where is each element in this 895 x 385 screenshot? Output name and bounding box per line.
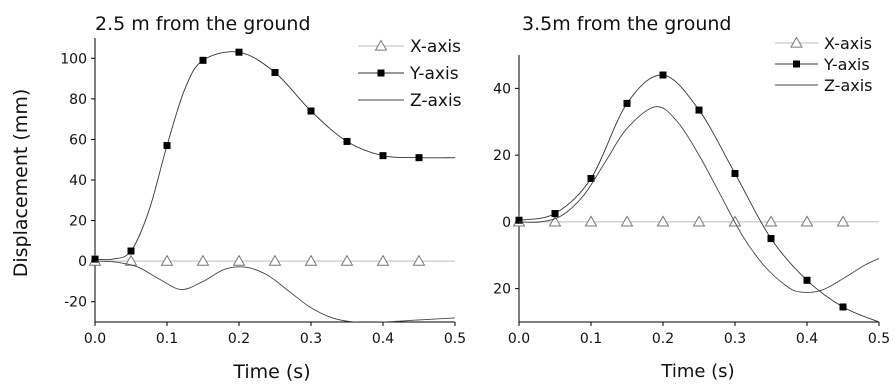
chart-left-y-tick-label: 20 bbox=[69, 214, 87, 230]
chart-right-series-x-axis-point bbox=[656, 215, 670, 227]
chart-right-x-tick-label: 0.1 bbox=[580, 331, 602, 347]
chart-right: 3.5m from the ground Time (s) 0.0 0.1 0.2 0… bbox=[493, 13, 890, 382]
chart-left-x-tick-label: 0.4 bbox=[372, 331, 394, 347]
chart-left-series-x-axis-point bbox=[232, 254, 246, 266]
chart-right-series-x-axis-point bbox=[800, 215, 814, 227]
chart-right-plot-area: 0.0 0.1 0.2 0.3 0.4 0.5 20 0 20 40 bbox=[493, 55, 890, 347]
chart-left-x-axis-label: Time (s) bbox=[232, 361, 310, 383]
chart-right-series-x-axis-point bbox=[548, 215, 562, 227]
chart-left-series-x-axis-point bbox=[340, 254, 354, 266]
chart-left-x-tick-label: 0.1 bbox=[156, 331, 178, 347]
chart-left-series-y-axis-point bbox=[235, 48, 243, 56]
chart-right-series-y-axis-point bbox=[515, 216, 523, 224]
chart-right-series-y-axis-point bbox=[839, 303, 847, 311]
chart-right-series-x-axis-point bbox=[584, 215, 598, 227]
chart-left-series-x-axis-point bbox=[160, 254, 174, 266]
chart-left-y-tick-label: 100 bbox=[60, 51, 87, 67]
chart-left-y-tick-label: -20 bbox=[64, 295, 87, 311]
chart-right-series-x-axis-point bbox=[836, 215, 850, 227]
chart-right-x-tick-label: 0.5 bbox=[868, 331, 890, 347]
chart-left-x-tick-label: 0.3 bbox=[300, 331, 322, 347]
chart-left-series-y-axis-point bbox=[199, 56, 207, 64]
chart-left-y-tick-label: 80 bbox=[69, 92, 87, 108]
chart-left-x-tick-label: 0.2 bbox=[228, 331, 250, 347]
chart-right-series-y-axis-point bbox=[731, 169, 739, 177]
chart-left-y-tick-label: 60 bbox=[69, 132, 87, 148]
chart-right-series-y-axis-point bbox=[587, 174, 595, 182]
chart-left-series-y-axis-point bbox=[379, 152, 387, 160]
chart-left-plot-area: 0.0 0.1 0.2 0.3 0.4 0.5 -20 0 20 40 60 80 100 bbox=[60, 38, 466, 347]
chart-right-x-tick-label: 0.2 bbox=[652, 331, 674, 347]
chart-right-legend-marker-x-axis bbox=[790, 36, 803, 48]
chart-left-y-tick-label: 0 bbox=[78, 254, 87, 270]
chart-left-legend-label-y-axis: Y-axis bbox=[409, 64, 459, 84]
chart-right-series-y-axis-point bbox=[551, 210, 559, 218]
chart-right-legend: X-axis Y-axis Z-axis bbox=[775, 34, 873, 95]
chart-left-series-x-axis-point bbox=[412, 254, 426, 266]
chart-right-x-tick-label: 0.3 bbox=[724, 331, 746, 347]
chart-right-series-y-axis-point bbox=[767, 235, 775, 243]
chart-right-y-tick-label: 20 bbox=[493, 148, 511, 164]
chart-left-series-y-axis-line bbox=[95, 51, 456, 261]
chart-right-y-tick-label: 20 bbox=[493, 282, 511, 298]
chart-left-series-y-axis-point bbox=[307, 107, 315, 115]
chart-right-legend-label-y-axis: Y-axis bbox=[823, 55, 870, 74]
chart-right-x-tick-label: 0.0 bbox=[508, 331, 530, 347]
chart-right-series-x-axis-point bbox=[728, 215, 742, 227]
chart-left-series-y-axis-point bbox=[271, 68, 279, 76]
chart-left-series-x-axis-point bbox=[268, 254, 282, 266]
chart-right-x-axis-label: Time (s) bbox=[660, 361, 734, 382]
chart-left-series-y-axis-point bbox=[415, 154, 423, 162]
chart-left-series-y-axis-point bbox=[343, 137, 351, 145]
chart-right-series-y-axis-point bbox=[623, 99, 631, 107]
chart-right-y-tick-label: 40 bbox=[493, 81, 511, 97]
chart-right-x-tick-label: 0.4 bbox=[796, 331, 818, 347]
chart-left-legend-label-z-axis: Z-axis bbox=[410, 91, 462, 111]
chart-right-title: 3.5m from the ground bbox=[522, 13, 731, 35]
chart-left-legend-marker-y-axis bbox=[377, 69, 385, 77]
chart-left-legend-marker-x-axis bbox=[374, 39, 388, 51]
chart-left-series-x-axis-point bbox=[196, 254, 210, 266]
chart-left-y-axis-label: Displacement (mm) bbox=[10, 89, 32, 278]
chart-left-y-tick-label: 40 bbox=[69, 173, 87, 189]
chart-left-legend: X-axis Y-axis Z-axis bbox=[358, 37, 462, 111]
chart-right-legend-label-x-axis: X-axis bbox=[824, 34, 872, 53]
chart-right-series-y-axis-point bbox=[803, 276, 811, 284]
chart-left-series-y-axis-point bbox=[127, 247, 135, 255]
chart-left-series-x-axis-point bbox=[376, 254, 390, 266]
chart-right-y-tick-label: 0 bbox=[502, 215, 511, 231]
chart-left: 2.5 m from the ground Displacement (mm) … bbox=[10, 13, 466, 383]
chart-right-series-x-axis-point bbox=[620, 215, 634, 227]
chart-left-series-z-axis-line bbox=[95, 260, 456, 322]
chart-left-x-tick-label: 0.5 bbox=[444, 331, 466, 347]
chart-left-series-x-axis-point bbox=[304, 254, 318, 266]
chart-left-title: 2.5 m from the ground bbox=[95, 13, 311, 35]
chart-left-legend-label-x-axis: X-axis bbox=[410, 37, 461, 57]
chart-right-series-y-axis-point bbox=[695, 106, 703, 114]
chart-right-legend-marker-y-axis bbox=[793, 60, 800, 68]
chart-right-series-y-axis-point bbox=[659, 71, 667, 79]
chart-right-series-x-axis-point bbox=[764, 215, 778, 227]
chart-right-series-z-axis-line bbox=[519, 106, 880, 293]
chart-left-series-y-axis-point bbox=[163, 142, 171, 150]
chart-left-series-y-axis-point bbox=[91, 255, 99, 263]
chart-right-series-x-axis-point bbox=[692, 215, 706, 227]
chart-right-legend-label-z-axis: Z-axis bbox=[824, 76, 873, 95]
chart-left-x-tick-label: 0.0 bbox=[84, 331, 106, 347]
